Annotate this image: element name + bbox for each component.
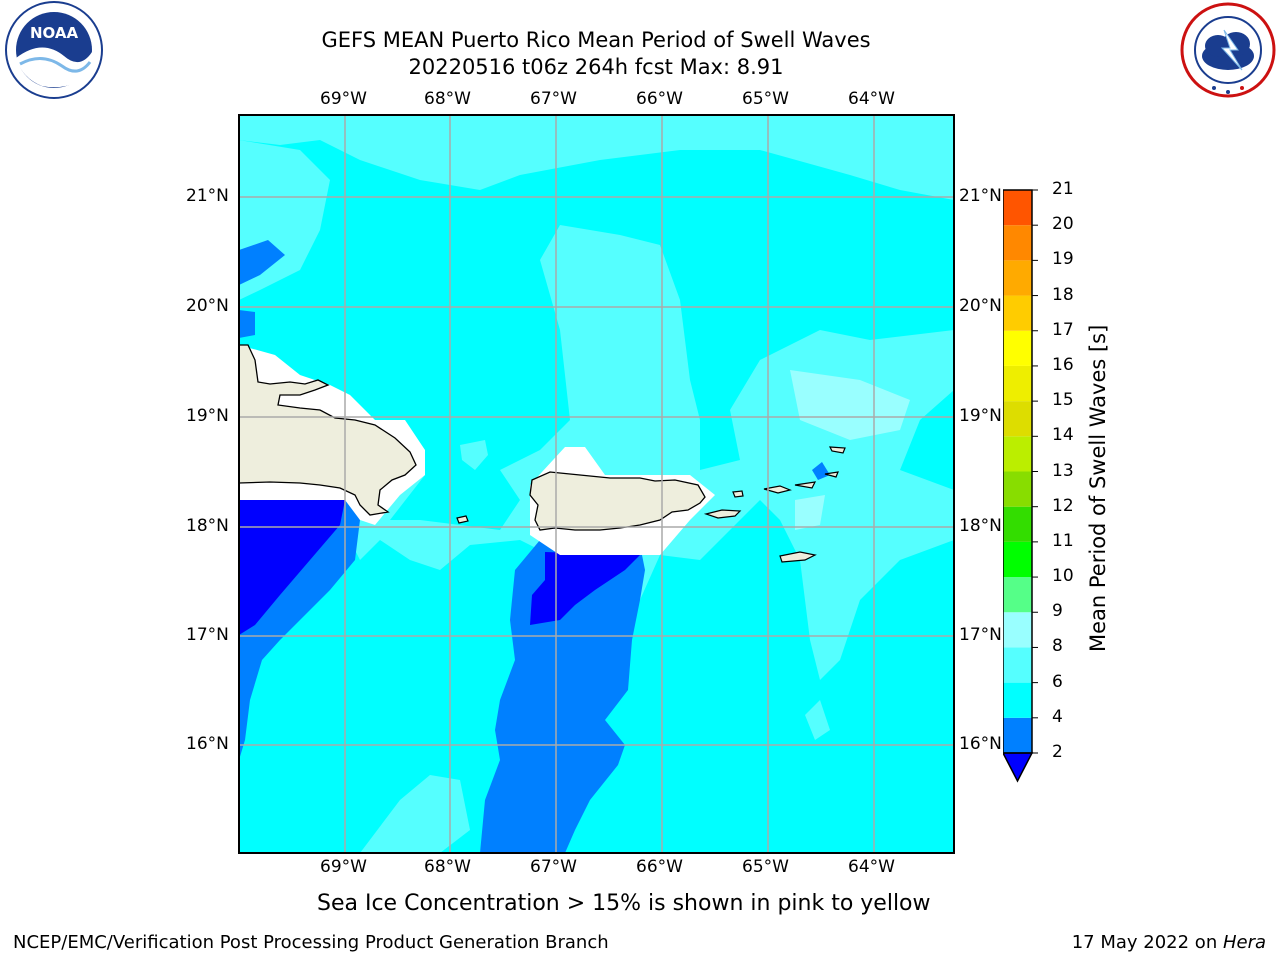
footer-left: NCEP/EMC/Verification Post Processing Pr… [13, 932, 609, 953]
map-gridlines [239, 115, 954, 853]
lon-label-top-65w: 65°W [742, 89, 789, 109]
lon-label-top-64w: 64°W [848, 89, 895, 109]
lon-label-top-67w: 67°W [530, 89, 577, 109]
colorbar-label-6: 6 [1052, 671, 1063, 692]
light-swell-patch-central [340, 225, 954, 680]
light-swell-patch-north [239, 115, 954, 200]
vieques-island [703, 509, 742, 519]
short-swell-region-central [480, 540, 645, 853]
noaa-logo: NOAA [2, 0, 106, 104]
colorbar-swatch-9 [1003, 577, 1032, 613]
st-thomas-island [763, 485, 792, 494]
chart-subtitle: 20220516 t06z 264h fcst Max: 8.91 [408, 55, 784, 79]
lat-label-right-16n: 16°N [959, 734, 1002, 754]
sea-ice-note: Sea Ice Concentration > 15% is shown in … [317, 891, 931, 916]
short-swell-patch-east [812, 462, 830, 480]
culebra-island [732, 490, 744, 498]
short-swell-patch-north [239, 240, 285, 285]
lat-label-right-20n: 20°N [959, 296, 1002, 316]
light-swell-patch-mona [460, 440, 488, 470]
lat-label-left-19n: 19°N [186, 406, 229, 426]
colorbar-label-13: 13 [1052, 460, 1074, 481]
anegada-island [828, 446, 846, 454]
footer-date: 17 May 2022 on [1071, 932, 1223, 953]
colorbar-label-4: 4 [1052, 706, 1063, 727]
footer-host: Hera [1222, 932, 1266, 953]
map-frame [238, 114, 955, 854]
hispaniola-landmass [239, 344, 417, 516]
colorbar-label-11: 11 [1052, 530, 1074, 551]
short-swell-patch-nw [239, 310, 255, 338]
colorbar-label-20: 20 [1052, 214, 1074, 235]
lat-label-right-18n: 18°N [959, 516, 1002, 536]
colorbar-label-18: 18 [1052, 284, 1074, 305]
colorbar-label-16: 16 [1052, 354, 1074, 375]
colorbar-swatch-17 [1003, 295, 1032, 331]
lat-label-left-21n: 21°N [186, 186, 229, 206]
colorbar-label-17: 17 [1052, 319, 1074, 340]
lon-label-bottom-64w: 64°W [848, 857, 895, 877]
very-short-swell-west [239, 500, 345, 635]
colorbar-swatch-4 [1003, 682, 1032, 718]
pale-swell-patch-virgin-islands [795, 495, 825, 530]
lon-label-bottom-65w: 65°W [742, 857, 789, 877]
mona-island [456, 515, 469, 524]
lat-label-right-17n: 17°N [959, 625, 1002, 645]
nws-logo [1178, 0, 1278, 100]
colorbar-swatch-18 [1003, 260, 1032, 296]
light-swell-patch-southeast [805, 700, 830, 740]
colorbar-label-14: 14 [1052, 425, 1074, 446]
very-short-swell-south-pr [530, 552, 640, 625]
map-area [239, 115, 954, 853]
chart-title: GEFS MEAN Puerto Rico Mean Period of Swe… [321, 28, 871, 52]
lon-label-bottom-66w: 66°W [636, 857, 683, 877]
colorbar-label-12: 12 [1052, 495, 1074, 516]
lat-label-right-21n: 21°N [959, 186, 1002, 206]
colorbar-label-9: 9 [1052, 601, 1063, 622]
colorbar-swatch-8 [1003, 612, 1032, 648]
lat-label-left-16n: 16°N [186, 734, 229, 754]
lat-label-right-19n: 19°N [959, 406, 1002, 426]
colorbar-swatch-19 [1003, 225, 1032, 261]
colorbar-swatch-10 [1003, 541, 1032, 578]
colorbar-label-10: 10 [1052, 566, 1074, 587]
pale-swell-patch-east [790, 370, 910, 440]
colorbar-title: Mean Period of Swell Waves [s] [1086, 324, 1110, 652]
colorbar-swatch-11 [1003, 506, 1032, 542]
st-john-island [794, 481, 817, 489]
colorbar-swatch-20 [1003, 190, 1032, 226]
lon-label-bottom-68w: 68°W [424, 857, 471, 877]
colorbar-label-21: 21 [1052, 179, 1074, 199]
lat-label-left-18n: 18°N [186, 516, 229, 536]
footer-right: 17 May 2022 on Hera [1072, 932, 1266, 953]
lon-label-top-68w: 68°W [424, 89, 471, 109]
st-croix-island [779, 551, 817, 563]
lon-label-top-69w: 69°W [320, 89, 367, 109]
colorbar-label-15: 15 [1052, 390, 1074, 411]
colorbar-label-19: 19 [1052, 249, 1074, 270]
colorbar-swatch-16 [1003, 330, 1032, 366]
colorbar-swatch-6 [1003, 647, 1032, 683]
noaa-logo-text: NOAA [30, 24, 79, 42]
colorbar-label-8: 8 [1052, 636, 1063, 657]
lat-label-left-20n: 20°N [186, 296, 229, 316]
virgin-gorda-island [824, 471, 839, 478]
colorbar-swatch-15 [1003, 365, 1032, 402]
colorbar-swatch-2 [1003, 717, 1032, 753]
colorbar-swatch-13 [1003, 436, 1032, 472]
lon-label-bottom-67w: 67°W [530, 857, 577, 877]
colorbar-label-2: 2 [1052, 742, 1063, 762]
light-swell-patch-south [360, 775, 470, 853]
colorbar-swatches [1003, 188, 1048, 788]
lat-label-left-17n: 17°N [186, 625, 229, 645]
colorbar-swatch-14 [1003, 401, 1032, 437]
lon-label-bottom-69w: 69°W [320, 857, 367, 877]
colorbar-swatch-12 [1003, 471, 1032, 507]
lon-label-top-66w: 66°W [636, 89, 683, 109]
